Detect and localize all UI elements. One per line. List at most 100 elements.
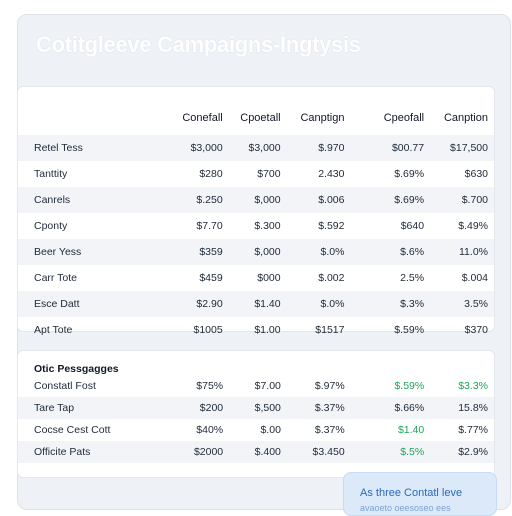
table-cell: $.6% [350,239,431,265]
table-cell: $.700 [430,187,494,213]
table-cell: 3.5% [430,291,494,317]
table-cell: $40% [196,424,224,436]
other-passages-table: Constatl Fost $75% $7.00 $.97% $.59% $3.3% Tar… [18,375,494,463]
table-cell: $.69% [350,187,431,213]
table-cell: $1.00 [254,324,281,336]
table-cell: $.3% [350,291,431,317]
table-row[interactable]: Tare Tap $200 $,500 $.37% $.66% 15.8% [18,397,494,419]
table-row[interactable]: Cponty $7.70 $.300 $.592 $640 $.49% [18,213,494,239]
table-cell: $.592 [318,220,345,232]
table-cell: $2000 [167,441,230,463]
table-cell: 2.430 [318,168,345,180]
section-title: Otic Pessgagges [34,363,119,375]
row-label: Cocse Cest Cott [34,424,111,436]
table-cell: $.69% [394,168,425,180]
row-label: Tare Tap [18,397,168,419]
other-passages-card: Otic Pessgagges Constatl Fost $75% $7.00 $.… [17,350,495,478]
column-header[interactable]: Cpeofall [383,112,425,124]
row-label: Officite Pats [18,441,168,463]
table-row[interactable]: Constatl Fost $75% $7.00 $.97% $.59% $3.3% [18,375,494,397]
table-cell: $.0% [286,239,351,265]
table-cell: $.97% [314,380,345,392]
table-cell: $359 [166,239,229,265]
campaign-metrics-table: Conefall Cpoetall Canptign Cpeofall Canp… [18,101,494,343]
campaign-metrics-card: Conefall Cpoetall Canptign Cpeofall Canp… [17,86,495,336]
table-cell: $,500 [229,397,287,419]
table-cell: $.5% [350,441,431,463]
table-cell: 11.0% [430,239,494,265]
table-header-row: Conefall Cpoetall Canptign Cpeofall Canp… [18,101,494,135]
table-cell: $.970 [286,135,351,161]
table-cell: $,000 [228,187,287,213]
row-label: Apt Tote [34,324,73,336]
notification-toast[interactable]: As three Contatl leve avaoeto oeesoseo e… [343,472,497,516]
table-cell: $3.3% [458,380,488,392]
table-cell: $630 [464,168,488,180]
table-cell: $000 [257,272,281,284]
table-cell: $.004 [461,272,488,284]
table-cell: 15.8% [430,397,494,419]
table-cell: $370 [464,324,488,336]
table-cell: $.002 [318,272,345,284]
table-cell: $.59% [394,380,425,392]
row-label: Constatl Fost [34,380,96,392]
table-cell: $1.40 [228,291,287,317]
table-cell: $2.90 [166,291,229,317]
table-cell: $200 [167,397,230,419]
column-header[interactable]: Canption [443,112,488,124]
column-header-spacer [18,101,167,135]
row-label: Esce Datt [18,291,167,317]
table-row[interactable]: Officite Pats $2000 $.400 $3.450 $.5% $2.9% [18,441,494,463]
row-label: Cponty [34,220,68,232]
table-cell: $.49% [458,220,488,232]
table-row[interactable]: Cocse Cest Cott $40% $.00 $.37% $1.40 $.77% [18,419,494,441]
table-row[interactable]: Esce Datt $2.90 $1.40 $.0% $.3% 3.5% [18,291,494,317]
toast-message: As three Contatl leve [360,487,463,499]
table-cell: $.400 [229,441,287,463]
table-row[interactable]: Beer Yess $359 $,000 $.0% $.6% 11.0% [18,239,494,265]
table-cell: $1.40 [397,424,425,436]
row-label: Carr Tote [34,272,77,284]
table-row[interactable]: Apt Tote $1005 $1.00 $1517 $.59% $370 [18,317,494,343]
table-row[interactable]: Canrels $.250 $,000 $.006 $.69% $.700 [18,187,494,213]
table-cell: $7.70 [196,220,223,232]
table-cell: $75% [196,380,224,392]
table-cell: $.59% [394,324,425,336]
table-cell: $17,500 [430,135,494,161]
column-header[interactable]: Canptign [300,112,345,124]
column-header[interactable]: Conefall [182,112,223,124]
table-cell: $7.00 [254,380,281,392]
table-cell: $.0% [286,291,351,317]
table-cell: $3,000 [228,135,287,161]
table-cell: $3,000 [166,135,229,161]
table-cell: $.37% [286,397,351,419]
row-label: Canrels [18,187,167,213]
table-cell: $00.77 [350,135,431,161]
table-cell: $640 [400,220,425,232]
row-label: Tanttity [34,168,68,180]
table-cell: $,000 [228,239,287,265]
row-label: Beer Yess [18,239,167,265]
table-cell: $2.9% [430,441,494,463]
table-cell: $.250 [166,187,229,213]
table-cell: $700 [257,168,281,180]
table-row[interactable]: Retel Tess $3,000 $3,000 $.970 $00.77 $17,500 [18,135,494,161]
table-row[interactable]: Carr Tote $459 $000 $.002 2.5% $.004 [18,265,494,291]
page-title: Cotitgleeve Campaigns-Ingtysis [36,32,361,57]
table-cell: $1517 [315,324,345,336]
toast-subtext: avaoeto oeesoseo ees [360,503,451,513]
table-cell: $3.450 [286,441,351,463]
table-cell: $.37% [314,424,345,436]
table-row[interactable]: Tanttity $280 $700 2.430 $.69% $630 [18,161,494,187]
table-cell: $.66% [350,397,431,419]
table-cell: $459 [199,272,223,284]
table-cell: $.77% [458,424,488,436]
table-cell: $.006 [286,187,351,213]
table-cell: $.300 [254,220,281,232]
column-header[interactable]: Cpoetall [240,112,281,124]
table-cell: $.00 [260,424,281,436]
table-cell: 2.5% [400,272,425,284]
row-label: Retel Tess [18,135,167,161]
table-cell: $1005 [193,324,223,336]
table-cell: $280 [199,168,223,180]
